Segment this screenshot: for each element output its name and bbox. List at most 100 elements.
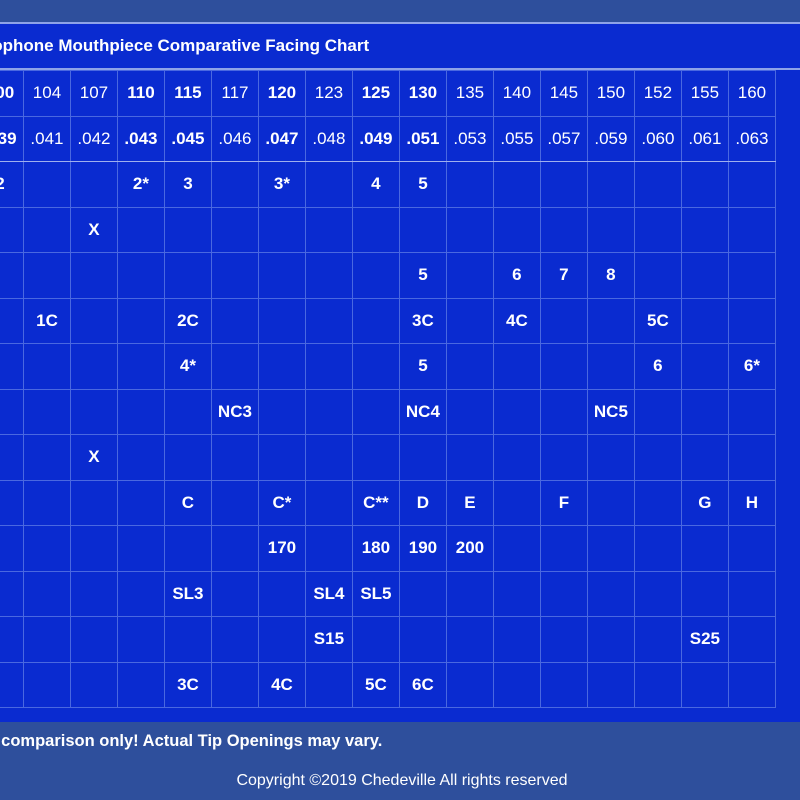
facing-cell <box>492 343 541 390</box>
tip-opening-inches-row-cell: .048 <box>304 115 353 162</box>
facing-cell <box>633 570 682 617</box>
facing-cell <box>445 388 494 435</box>
tip-opening-size-row: 1001041071101151171201231251301351401451… <box>0 70 777 117</box>
facing-cell <box>492 388 541 435</box>
facing-cell <box>22 525 71 572</box>
facing-cell <box>210 252 259 299</box>
facing-cell <box>539 161 588 208</box>
facing-cell <box>633 206 682 253</box>
facing-cell <box>69 388 118 435</box>
tip-opening-inches-row-cell: .046 <box>210 115 259 162</box>
facing-cell <box>0 479 24 526</box>
facing-cell <box>633 616 682 663</box>
facing-cell <box>0 343 24 390</box>
facing-cell <box>22 161 71 208</box>
facing-cell: X <box>69 206 118 253</box>
facing-cell: SL5 <box>351 570 400 617</box>
facing-cell: 190 <box>398 525 447 572</box>
facing-cell <box>680 343 729 390</box>
facing-chart-table: 1001041071101151171201231251301351401451… <box>0 70 777 708</box>
facing-cell <box>539 616 588 663</box>
tip-opening-size-row-cell: 120 <box>257 70 306 117</box>
facing-cell <box>69 252 118 299</box>
mouthpiece-row: S15 S25 <box>0 616 777 663</box>
facing-cell <box>116 570 165 617</box>
facing-cell: 170 <box>257 525 306 572</box>
facing-cell: NC5 <box>586 388 635 435</box>
facing-cell <box>727 570 777 617</box>
facing-cell <box>633 161 682 208</box>
facing-cell <box>445 616 494 663</box>
facing-cell <box>398 616 447 663</box>
facing-cell: 8 <box>586 252 635 299</box>
facing-cell <box>69 661 118 708</box>
facing-cell <box>257 297 306 344</box>
tip-opening-inches-row-cell: .060 <box>633 115 682 162</box>
facing-cell <box>0 297 24 344</box>
facing-cell <box>116 434 165 481</box>
facing-cell <box>22 570 71 617</box>
facing-cell <box>398 570 447 617</box>
facing-cell <box>22 434 71 481</box>
mouthpiece-row: 4* 5 6 6* <box>0 343 777 390</box>
facing-cell <box>69 161 118 208</box>
facing-cell <box>163 525 212 572</box>
facing-cell <box>492 661 541 708</box>
facing-cell: SL3 <box>163 570 212 617</box>
chart-title: Saxophone Mouthpiece Comparative Facing … <box>0 24 800 70</box>
facing-cell: S25 <box>680 616 729 663</box>
facing-cell <box>539 525 588 572</box>
facing-cell <box>257 343 306 390</box>
facing-cell <box>116 297 165 344</box>
facing-cell <box>445 570 494 617</box>
facing-cell <box>22 616 71 663</box>
tip-opening-inches-row-cell: .047 <box>257 115 306 162</box>
facing-cell <box>0 661 24 708</box>
facing-cell <box>633 252 682 299</box>
facing-cell: 5C <box>633 297 682 344</box>
tip-opening-size-row-cell: 140 <box>492 70 541 117</box>
facing-cell <box>69 570 118 617</box>
mouthpiece-row: NC3 NC4 NC5 <box>0 388 777 435</box>
facing-cell: 4 <box>351 161 400 208</box>
mouthpiece-row: SL3 SL4 SL5 <box>0 570 777 617</box>
facing-cell <box>680 661 729 708</box>
facing-cell <box>304 434 353 481</box>
tip-opening-size-row-cell: 152 <box>633 70 682 117</box>
facing-cell <box>398 206 447 253</box>
facing-cell <box>586 525 635 572</box>
facing-cell: 3C <box>398 297 447 344</box>
tip-opening-inches-row-cell: .045 <box>163 115 212 162</box>
tip-opening-size-row-cell: 155 <box>680 70 729 117</box>
facing-cell <box>163 434 212 481</box>
facing-cell <box>116 388 165 435</box>
facing-cell <box>727 388 777 435</box>
tip-opening-inches-row-cell: .043 <box>116 115 165 162</box>
facing-cell <box>680 388 729 435</box>
tip-opening-size-row-cell: 130 <box>398 70 447 117</box>
tip-opening-size-row-cell: 145 <box>539 70 588 117</box>
facing-cell <box>492 206 541 253</box>
facing-cell: X <box>69 434 118 481</box>
facing-cell <box>210 661 259 708</box>
disclaimer-note: For comparison only! Actual Tip Openings… <box>0 732 383 750</box>
facing-cell <box>22 479 71 526</box>
facing-cell: 5 <box>398 252 447 299</box>
mouthpiece-row: X <box>0 206 777 253</box>
tip-opening-inches-row-cell: .059 <box>586 115 635 162</box>
mouthpiece-row: C C* C** D E F G H <box>0 479 777 526</box>
tip-opening-inches-row-cell: .039 <box>0 115 24 162</box>
facing-cell <box>0 434 24 481</box>
facing-cell <box>163 206 212 253</box>
facing-cell <box>163 616 212 663</box>
facing-cell: S15 <box>304 616 353 663</box>
facing-cell: D <box>398 479 447 526</box>
facing-cell <box>445 252 494 299</box>
facing-cell <box>586 297 635 344</box>
facing-cell <box>445 297 494 344</box>
facing-cell <box>257 388 306 435</box>
mouthpiece-row: 3C 4C 5C 6C <box>0 661 777 708</box>
facing-cell <box>304 252 353 299</box>
facing-cell <box>492 616 541 663</box>
